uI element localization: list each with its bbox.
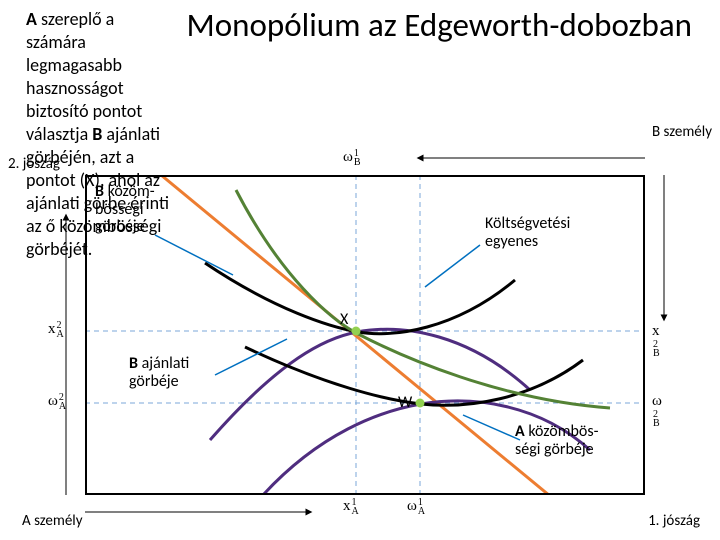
ax-x1A: x1A <box>343 498 359 516</box>
point-x-label: X <box>340 311 348 329</box>
ax-w2B: ω2B <box>652 393 662 428</box>
ax-x2A: x2A <box>48 321 64 339</box>
ax-w2A: ω2A <box>48 393 66 411</box>
edgeworth-box: B közöm-bösségigörbéje B ajánlatigörbéje… <box>85 175 645 495</box>
ax-x2B: x2B <box>652 323 660 358</box>
point-w-label: W <box>398 394 412 412</box>
budget-label: Költségvetésiegyenes <box>485 215 570 250</box>
a-indiff-label: A közömbös-ségi görbéje <box>515 423 598 458</box>
ax-w1B: ω1B <box>343 149 361 167</box>
b-offer-label: B ajánlatigörbéje <box>129 355 189 390</box>
ax-w1A: ω1A <box>407 498 425 516</box>
good2-label: 2. jószág <box>8 155 60 173</box>
b-person-label: B személy <box>652 123 712 141</box>
a-person-label: A személy <box>22 512 83 530</box>
good1-label: 1. jószág <box>648 512 700 530</box>
b-indiff-label: B közöm-bösségigörbéje <box>95 183 155 236</box>
